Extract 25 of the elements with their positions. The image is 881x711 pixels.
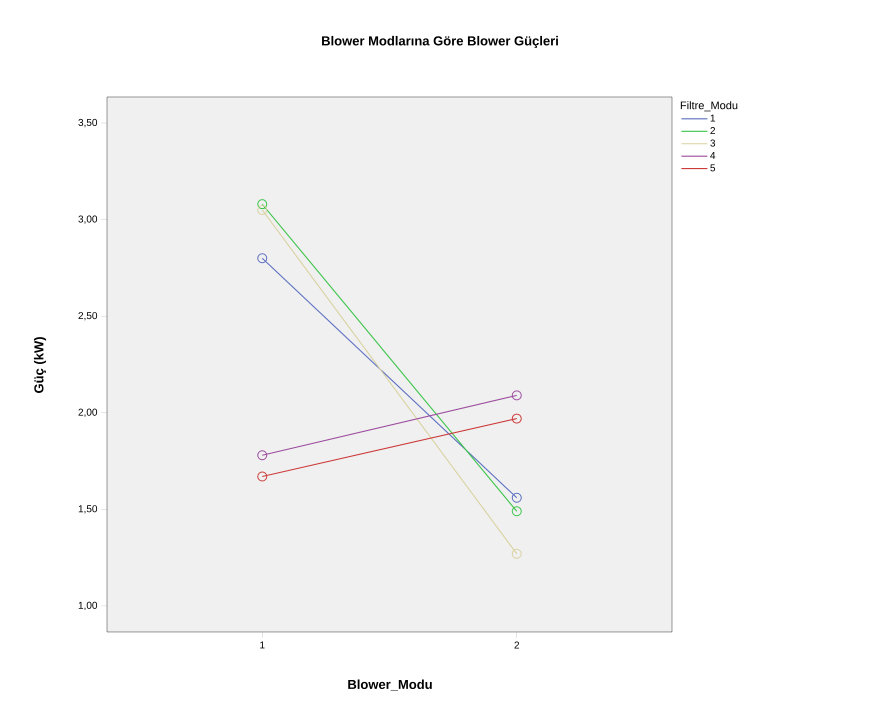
y-tick-label: 2,00 xyxy=(78,408,98,417)
y-tick-label: 1,50 xyxy=(78,505,98,514)
chart-title: Blower Modlarına Göre Blower Güçleri xyxy=(322,36,558,48)
point xyxy=(257,199,268,210)
y-tick-label: 3,50 xyxy=(78,118,98,128)
y-tick-label: 1,00 xyxy=(78,602,98,610)
point xyxy=(257,472,268,482)
legend-label: 4 xyxy=(710,152,716,159)
legend-label: 3 xyxy=(710,140,716,147)
point xyxy=(512,390,522,400)
y-tick-label: 2,50 xyxy=(78,312,98,320)
y-tick-label: 3,00 xyxy=(78,216,98,224)
y-axis-title: Güç (kW) xyxy=(34,337,46,393)
point xyxy=(512,506,522,516)
x-axis-title: Blower_Modu xyxy=(348,679,432,690)
legend-label: 1 xyxy=(710,114,716,122)
point xyxy=(512,414,522,424)
point xyxy=(257,253,268,264)
legend-label: 2 xyxy=(710,127,716,134)
point xyxy=(512,492,522,503)
legend-title: Filtre_Modu xyxy=(680,101,738,112)
point xyxy=(512,548,522,559)
point xyxy=(257,204,268,215)
point xyxy=(257,450,268,460)
legend-label: 5 xyxy=(710,164,716,172)
